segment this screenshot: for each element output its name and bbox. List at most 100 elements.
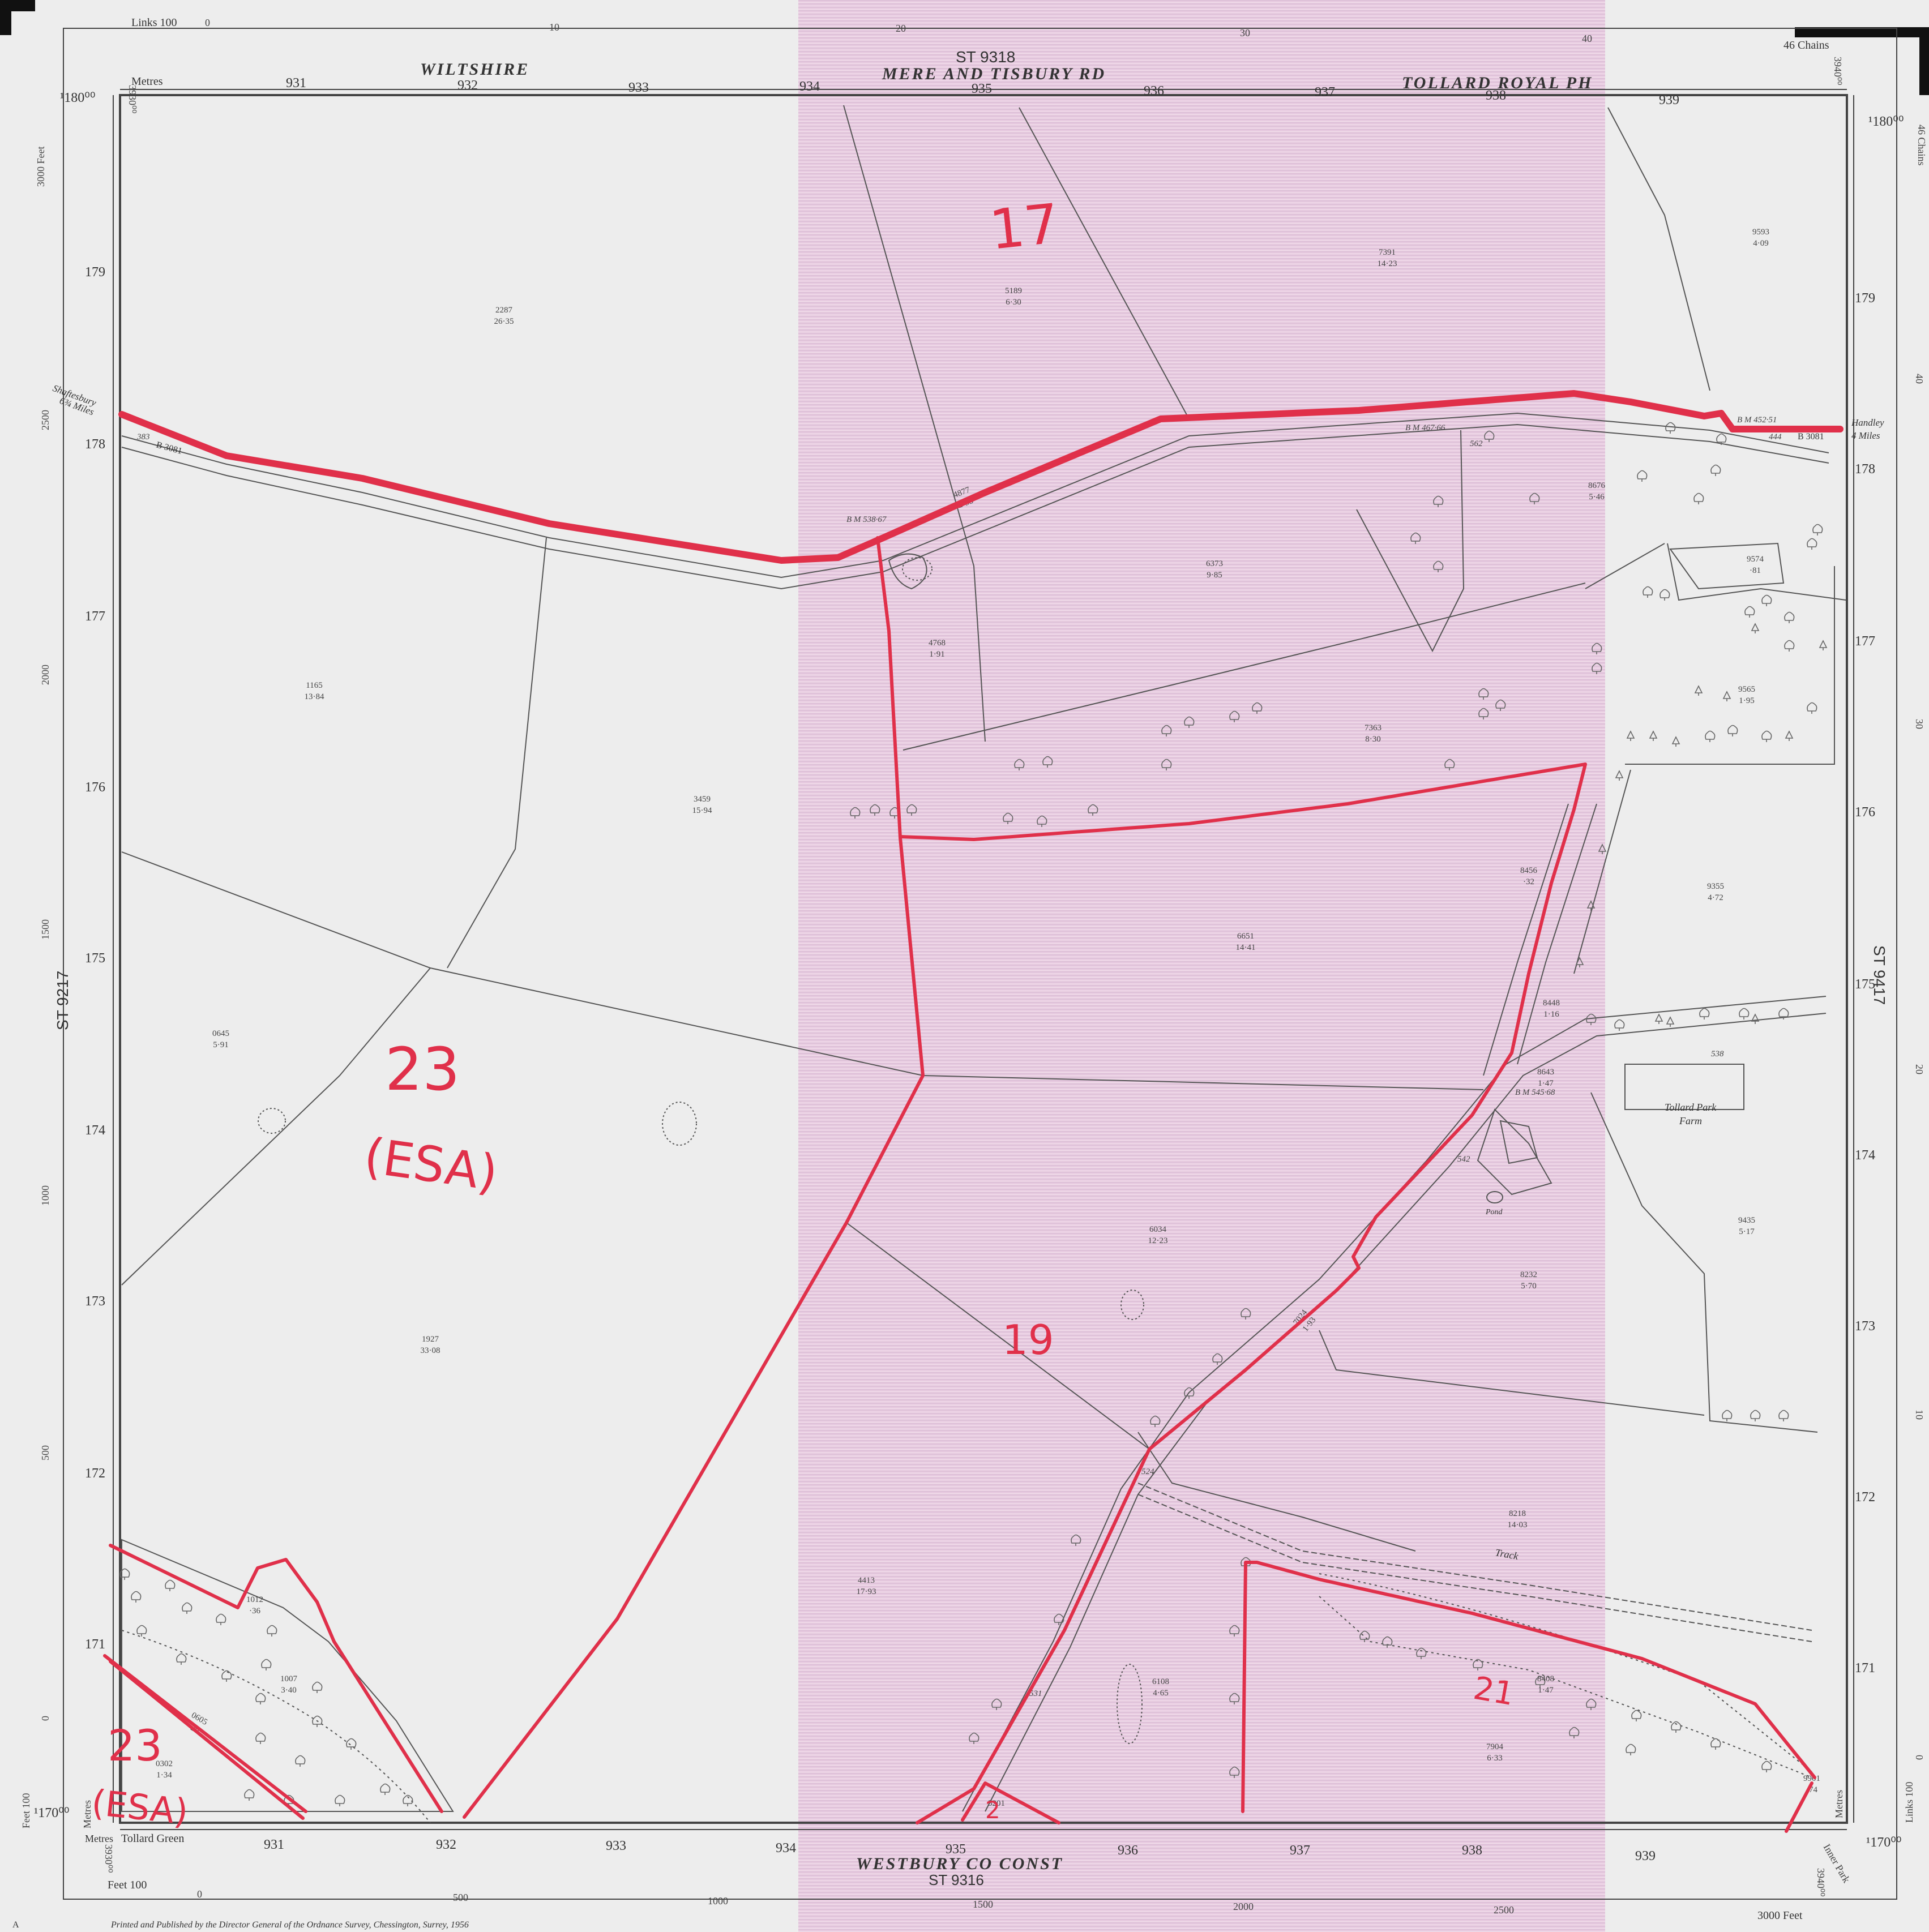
easting-bottom-934: 934: [776, 1841, 796, 1856]
corner-south-right: ¹170⁰⁰: [1866, 1835, 1901, 1850]
benchmark-452: B M 452·51: [1737, 415, 1777, 425]
parcel-number: 5189: [1005, 286, 1022, 295]
annotation-21: 21: [1471, 1670, 1517, 1713]
annotation-esa-b: (ESA): [89, 1781, 190, 1832]
parcel-area: 1·47: [1538, 1079, 1554, 1088]
height-542: 542: [1457, 1155, 1470, 1164]
red-se-boundary: [1241, 1561, 1816, 1813]
parcel-8643: 8643 1·47: [1537, 1068, 1554, 1088]
parcel-number: 6108: [1152, 1677, 1169, 1686]
parcel-number: 6651: [1237, 932, 1254, 941]
parcel-8448: 8448 1·16: [1543, 999, 1560, 1019]
top-easting-labels: 931 932 933 934 935 936 937 938 939: [286, 76, 1679, 108]
parcel-area: 14·03: [1508, 1520, 1528, 1530]
easting-top-938: 938: [1486, 88, 1506, 103]
northing-right-176: 176: [1855, 805, 1875, 820]
parcel-1165: 1165 13·84: [305, 681, 324, 701]
bottom-feet-1000: 1000: [708, 1895, 728, 1907]
parcel-number: 9593: [1752, 228, 1769, 237]
parcel-8408: 8408 1·47: [1537, 1674, 1554, 1695]
annotation-2: 2: [985, 1796, 1000, 1824]
parcel-number: 1012: [246, 1595, 263, 1604]
parcel-area: 1·95: [1739, 696, 1755, 705]
parcel-number: 8218: [1509, 1509, 1526, 1518]
links-label-top: Links 100: [131, 16, 177, 29]
bottom-feet-0: 0: [197, 1888, 202, 1900]
left-feet-1000: 1000: [40, 1185, 51, 1206]
parcel-area: 5·17: [1739, 1227, 1755, 1236]
left-feet-1500: 1500: [40, 919, 51, 940]
parcel-number: 6373: [1206, 559, 1223, 568]
parcel-8676: 8676 5·46: [1588, 481, 1606, 502]
corner-mark-tr: [1795, 27, 1929, 37]
parcel-3459: 3459 15·94: [692, 795, 712, 815]
parcel-number: 5201: [988, 1799, 1005, 1808]
top-link-20: 20: [896, 23, 906, 34]
parcel-6373: 6373 9·85: [1206, 559, 1223, 580]
parcel-4413: 4413 17·93: [857, 1576, 876, 1596]
left-feet-scale: 2500 2000 1500 1000 500 0: [40, 410, 51, 1721]
height-562: 562: [1470, 439, 1483, 448]
neat-line: [119, 94, 1848, 1824]
boundary-7: [903, 582, 1586, 751]
tollard-park-label: Tollard Park: [1665, 1102, 1717, 1113]
parcel-area: 15·94: [692, 806, 712, 815]
right-chains-label: 46 Chains: [1916, 125, 1927, 166]
top-link-40: 40: [1582, 33, 1592, 44]
annotation-19: 19: [1002, 1316, 1054, 1364]
parcel-7904: 7904 6·33: [1486, 1742, 1504, 1763]
corner-mark-tl-v: [0, 0, 11, 35]
boundary-6: [846, 1222, 1150, 1450]
corner-east-right-top: 3940⁰⁰: [1832, 57, 1844, 85]
annotation-23b: 23: [108, 1720, 162, 1771]
northing-right-171: 171: [1855, 1661, 1875, 1676]
handley-label: Handley: [1851, 417, 1884, 428]
top-link-0: 0: [205, 17, 210, 28]
right-chains-scale: 40 30 20 10 0: [1914, 374, 1925, 1760]
boundary-2: [1019, 107, 1190, 419]
corner-north-left: ¹180⁰⁰: [60, 91, 95, 105]
height-531: 531: [1029, 1689, 1042, 1698]
easting-bottom-931: 931: [264, 1837, 284, 1852]
bottom-feet-2000: 2000: [1233, 1901, 1254, 1912]
left-feet-2500: 2500: [40, 410, 51, 430]
parcel-area: 1·47: [1538, 1686, 1554, 1695]
parcel-9355: 9355 4·72: [1707, 882, 1724, 902]
farm-buildings: [1624, 1064, 1744, 1110]
metres-label-bottom: Metres: [85, 1833, 113, 1844]
parcel-area: 4·72: [1708, 893, 1723, 902]
benchmark-467: B M 467·66: [1405, 423, 1445, 432]
parcel-7363: 7363 8·30: [1365, 723, 1381, 744]
parcel-number: 6034: [1149, 1225, 1167, 1234]
farm-label: Farm: [1679, 1115, 1702, 1126]
northing-left-174: 174: [85, 1123, 105, 1138]
red-bottom-notch: [961, 1781, 1060, 1824]
parcel-6108: 6108 4·65: [1152, 1677, 1169, 1698]
parcel-5201: 5201: [988, 1799, 1005, 1808]
lane-west-edge: [962, 996, 1827, 1812]
parcel-5189: 5189 6·30: [1005, 286, 1022, 307]
benchmark-545: B M 545·68: [1515, 1088, 1555, 1097]
parcel-9574: 9574 ·81: [1747, 555, 1764, 575]
easting-bottom-936: 936: [1118, 1843, 1138, 1858]
woodland: [121, 557, 1812, 1823]
parcel-1927: 1927 33·08: [421, 1335, 440, 1355]
boundary-15: [1319, 1330, 1705, 1416]
parcel-number: 9901: [1803, 1774, 1820, 1783]
handley-distance: 4 Miles: [1851, 430, 1880, 441]
parcel-number: 7363: [1365, 723, 1381, 732]
northing-right-173: 173: [1855, 1319, 1875, 1334]
outer-frame: [63, 28, 1897, 1900]
parcel-number: 3459: [694, 795, 711, 804]
red-east-boundary: [899, 762, 1587, 1824]
easting-bottom-935: 935: [946, 1842, 966, 1857]
left-feet-0: 0: [40, 1716, 51, 1721]
red-se-corner: [1785, 1781, 1813, 1833]
parcel-number: 0302: [156, 1759, 173, 1768]
mound-1: [662, 1102, 697, 1146]
easting-top-939: 939: [1659, 93, 1679, 108]
easting-bottom-938: 938: [1462, 1843, 1482, 1858]
parcel-area: 6·30: [1006, 298, 1021, 307]
bottom-feet-1500: 1500: [973, 1899, 993, 1910]
easting-bottom-933: 933: [606, 1839, 626, 1853]
